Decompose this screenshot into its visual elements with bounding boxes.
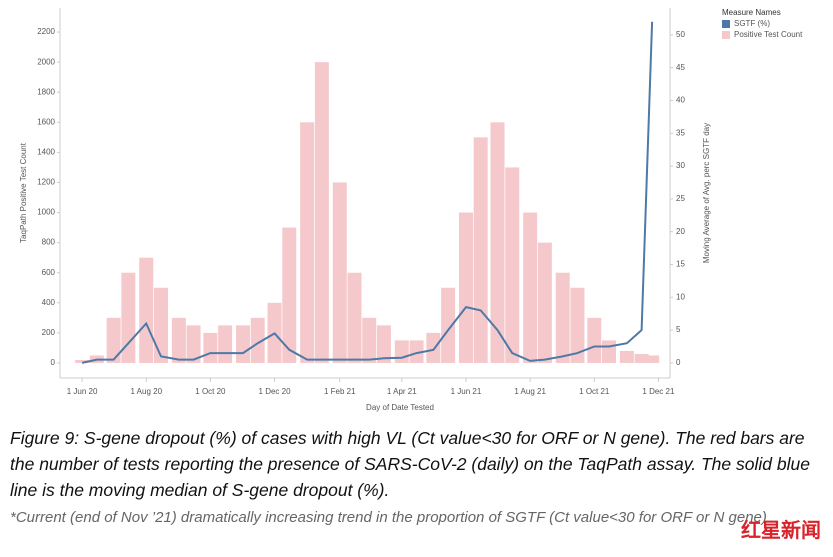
bar	[314, 62, 329, 363]
legend-swatch	[722, 31, 730, 39]
bar	[347, 272, 362, 363]
x-tick-label: 1 Oct 21	[579, 387, 610, 396]
x-tick-label: 1 Dec 21	[642, 387, 675, 396]
bar	[282, 227, 297, 363]
x-tick-label: 1 Apr 21	[387, 387, 417, 396]
x-tick-label: 1 Aug 21	[514, 387, 546, 396]
sgtf-line	[81, 21, 654, 364]
x-tick-label: 1 Oct 20	[195, 387, 226, 396]
bar	[300, 122, 315, 363]
bar	[570, 287, 585, 363]
note: *Current (end of Nov ’21) dramatically i…	[10, 509, 767, 526]
y2-tick-label: 25	[676, 194, 685, 203]
x-tick-label: 1 Dec 20	[259, 387, 292, 396]
bar	[376, 325, 391, 363]
bar	[523, 212, 538, 363]
bar	[634, 353, 649, 363]
bar	[619, 350, 634, 363]
y2-tick-label: 20	[676, 227, 685, 236]
bar	[250, 317, 265, 363]
bar	[203, 332, 218, 363]
bar	[153, 287, 168, 363]
legend-label: Positive Test Count	[734, 30, 803, 39]
y-tick-label: 200	[42, 328, 56, 337]
x-tick-label: 1 Aug 20	[130, 387, 162, 396]
y2-tick-label: 50	[676, 30, 685, 39]
caption: Figure 9: S-gene dropout (%) of cases wi…	[10, 428, 810, 500]
bar	[458, 212, 473, 363]
bar	[645, 355, 660, 363]
bar	[186, 325, 201, 363]
legend-title: Measure Names	[722, 8, 781, 17]
bar	[473, 137, 488, 363]
y-tick-label: 2200	[37, 27, 55, 36]
x-tick-label: 1 Feb 21	[324, 387, 356, 396]
y-tick-label: 1800	[37, 87, 55, 96]
bar	[537, 242, 552, 363]
x-tick-label: 1 Jun 21	[451, 387, 482, 396]
y2-tick-label: 40	[676, 96, 685, 105]
caption-block: Figure 9: S-gene dropout (%) of cases wi…	[10, 425, 822, 528]
bar	[332, 182, 347, 363]
bar	[362, 317, 377, 363]
y2-tick-label: 15	[676, 260, 685, 269]
x-axis-title: Day of Date Tested	[366, 403, 434, 412]
bar	[106, 317, 121, 363]
y2-tick-label: 30	[676, 161, 685, 170]
y-tick-label: 2000	[37, 57, 55, 66]
y-tick-label: 400	[42, 298, 56, 307]
y-tick-label: 1400	[37, 147, 55, 156]
bar	[171, 317, 186, 363]
bar	[394, 340, 409, 363]
y2-tick-label: 35	[676, 128, 685, 137]
bar	[218, 325, 233, 363]
bar	[409, 340, 424, 363]
chart: Day of Date Tested TaqPath Positive Test…	[19, 8, 803, 412]
y2-tick-label: 10	[676, 292, 685, 301]
y2-tick-label: 0	[676, 358, 681, 367]
legend-label: SGTF (%)	[734, 19, 770, 28]
y-axis-title: TaqPath Positive Test Count	[19, 142, 28, 243]
bar	[505, 167, 520, 363]
legend-swatch	[722, 20, 730, 28]
bar	[602, 340, 616, 363]
y-tick-label: 0	[51, 358, 56, 367]
y-tick-label: 1200	[37, 178, 55, 187]
y2-axis-title: Moving Average of Avg. perc SGTF day	[702, 123, 711, 263]
y-tick-label: 1600	[37, 117, 55, 126]
y2-tick-label: 5	[676, 325, 681, 334]
bar	[426, 332, 441, 363]
bar	[490, 122, 505, 363]
watermark: 红星新闻	[741, 520, 821, 542]
y-tick-label: 600	[42, 268, 56, 277]
y-tick-label: 800	[42, 238, 56, 247]
x-tick-label: 1 Jun 20	[67, 387, 98, 396]
y-tick-label: 1000	[37, 208, 55, 217]
bar	[236, 325, 250, 363]
bar	[139, 257, 154, 363]
bar	[441, 287, 456, 363]
y2-tick-label: 45	[676, 63, 685, 72]
bar	[75, 359, 90, 363]
bar	[587, 317, 602, 363]
bar	[555, 272, 570, 363]
